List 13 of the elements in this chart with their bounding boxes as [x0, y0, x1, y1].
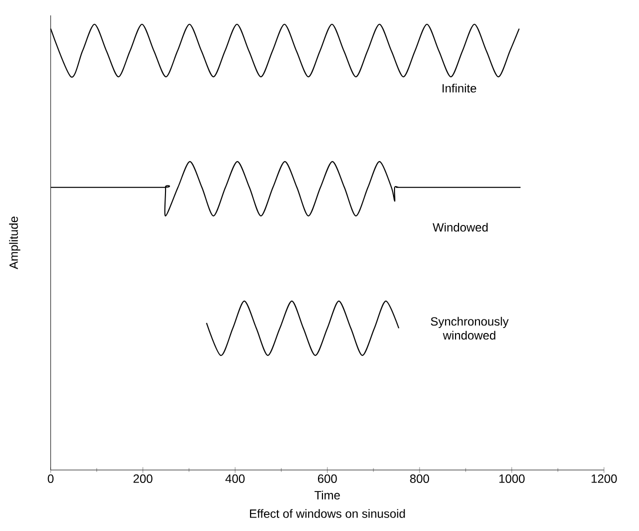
x-tick-label: 1200	[592, 474, 617, 483]
x-tick-label: 600	[318, 474, 337, 483]
x-tick-label: 200	[134, 474, 152, 483]
text: Windowed	[432, 222, 488, 232]
y-axis-title: Amplitude	[9, 216, 20, 270]
x-tick-label: 800	[410, 474, 430, 483]
x-tick-label: 1000	[499, 474, 525, 483]
text: Synchronously windowed	[430, 316, 509, 340]
x-tick-label: 400	[225, 474, 245, 483]
text: Effect of windows on sinusoid	[250, 509, 405, 518]
x-tick-label: 0	[48, 474, 54, 483]
x-axis-title: Time	[314, 490, 340, 500]
series-label: Infinite	[442, 84, 476, 93]
